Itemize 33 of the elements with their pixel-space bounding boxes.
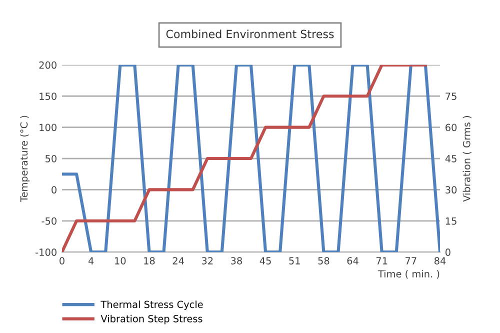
y-tick-label: 150 — [40, 92, 56, 100]
x-tick-label: 84 — [434, 257, 446, 264]
x-tick-label: 24 — [172, 257, 184, 264]
y2-tick-label: 60 — [446, 124, 457, 132]
x-tick-label: 45 — [260, 257, 271, 264]
y2-tick-label: 0 — [446, 248, 450, 256]
y-tick-label: -100 — [36, 248, 56, 256]
y-tick-label: 0 — [52, 186, 56, 194]
legend-label: Thermal Stress Cycle — [100, 300, 203, 310]
x-tick-label: 77 — [406, 257, 416, 264]
y2-tick-label: 30 — [446, 186, 457, 194]
y-axis-title: Temperature (°C ) — [20, 116, 30, 202]
x-tick-label: 71 — [376, 257, 388, 264]
y2-axis-title: Vibration ( Grms ) — [462, 116, 472, 202]
x-tick-label: 32 — [202, 257, 213, 264]
y-tick-label: 100 — [40, 124, 56, 132]
x-tick-label: 58 — [318, 257, 330, 264]
chart-title: Combined Environment Stress — [166, 30, 334, 38]
legend-label: Vibration Step Stress — [100, 314, 202, 324]
y-tick-label: 200 — [39, 61, 56, 69]
x-tick-label: 38 — [231, 257, 242, 264]
y-tick-label: -50 — [42, 217, 56, 225]
x-tick-label: 10 — [115, 257, 126, 264]
y2-tick-label: 75 — [446, 92, 456, 100]
y2-tick-label: 45 — [445, 155, 456, 162]
x-tick-label: 18 — [144, 257, 155, 264]
x-tick-label: 4 — [88, 257, 94, 264]
x-tick-label: 0 — [60, 257, 64, 264]
x-tick-label: 51 — [289, 257, 300, 264]
y2-tick-label: 15 — [446, 217, 456, 225]
x-axis-title: Time ( min. ) — [378, 270, 440, 279]
x-tick-label: 64 — [347, 257, 358, 264]
y-tick-label: 50 — [46, 154, 56, 162]
